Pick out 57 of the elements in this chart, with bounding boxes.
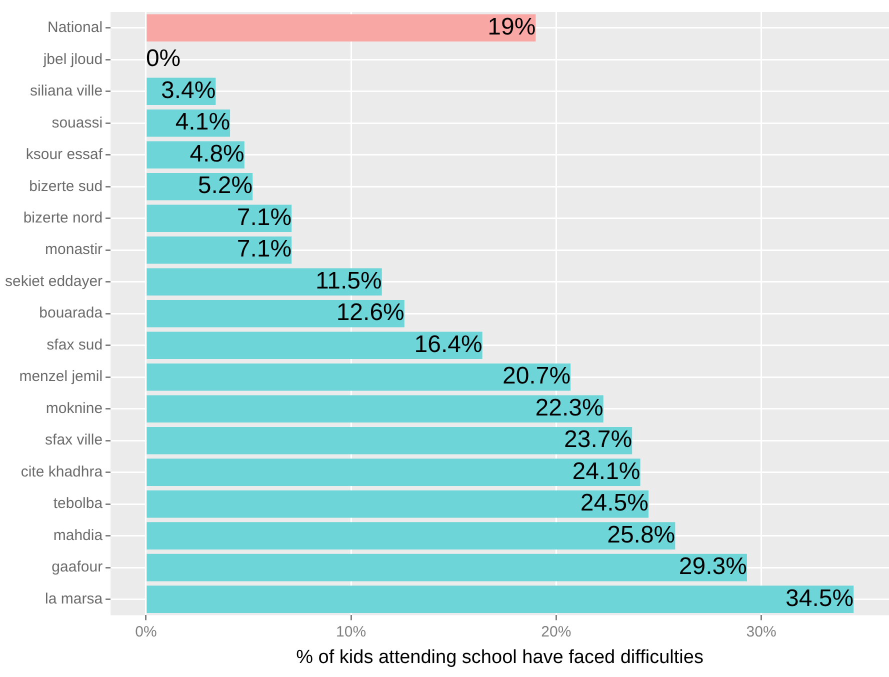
data-label: 4.8% (190, 140, 244, 168)
data-label: 34.5% (786, 584, 854, 612)
data-label: 4.1% (175, 108, 230, 136)
bar (146, 586, 854, 613)
data-label: 5.2% (198, 172, 253, 200)
bar (146, 395, 604, 422)
y-tick-label: menzel jemil (19, 368, 103, 386)
y-tick-label: ksour essaf (26, 146, 104, 164)
bar (146, 204, 292, 232)
x-tick-label: 20% (541, 623, 572, 640)
data-label: 24.5% (580, 490, 648, 517)
bar (146, 490, 648, 518)
data-label: 16.4% (414, 330, 482, 358)
x-tick-label: 10% (336, 623, 366, 640)
y-tick-label: tebolba (53, 495, 104, 512)
y-tick-label: sfax ville (45, 432, 103, 449)
data-label: 23.7% (564, 426, 632, 454)
y-tick-label: siliana ville (30, 82, 103, 100)
x-tick-label: 30% (746, 623, 776, 640)
bar (146, 300, 404, 328)
y-tick-label: gaafour (52, 558, 103, 576)
y-tick-label: monastir (45, 241, 103, 258)
bar (146, 426, 632, 454)
y-tick-label: National (48, 19, 103, 36)
bar (146, 363, 571, 391)
data-label: 22.3% (535, 394, 604, 422)
data-label: 7.1% (236, 204, 292, 231)
y-tick-label: bizerte nord (23, 210, 103, 226)
y-tick-label: jbel jloud (42, 50, 103, 68)
data-label: 0% (146, 45, 181, 72)
bar (146, 236, 292, 264)
x-axis-title: % of kids attending school have faced difficulties (296, 646, 704, 668)
y-tick-label: moknine (46, 400, 103, 417)
y-tick-label: bouarada (39, 304, 104, 322)
bar (146, 268, 382, 296)
bar (146, 554, 747, 582)
y-tick-label: souassi (52, 114, 103, 132)
y-tick-label: bizerte sud (29, 178, 103, 195)
y-tick-label: sekiet eddayer (4, 272, 103, 290)
data-label: 11.5% (316, 267, 382, 294)
data-label: 7.1% (236, 236, 292, 263)
bar (146, 14, 536, 42)
data-label: 3.4% (160, 76, 216, 104)
bar (146, 522, 676, 550)
y-tick-label: sfax sud (46, 336, 103, 354)
y-tick-label: la marsa (45, 590, 104, 608)
bar (146, 458, 640, 486)
bar (146, 332, 482, 359)
data-label: 25.8% (607, 521, 676, 548)
data-label: 24.1% (572, 458, 640, 485)
data-label: 19% (488, 14, 536, 40)
y-tick-label: mahdia (53, 526, 104, 544)
data-label: 20.7% (502, 362, 571, 390)
data-label: 29.3% (678, 553, 747, 580)
y-tick-label: cite khadhra (20, 463, 104, 480)
data-label: 12.6% (336, 299, 404, 326)
x-tick-label: 0% (135, 623, 157, 640)
